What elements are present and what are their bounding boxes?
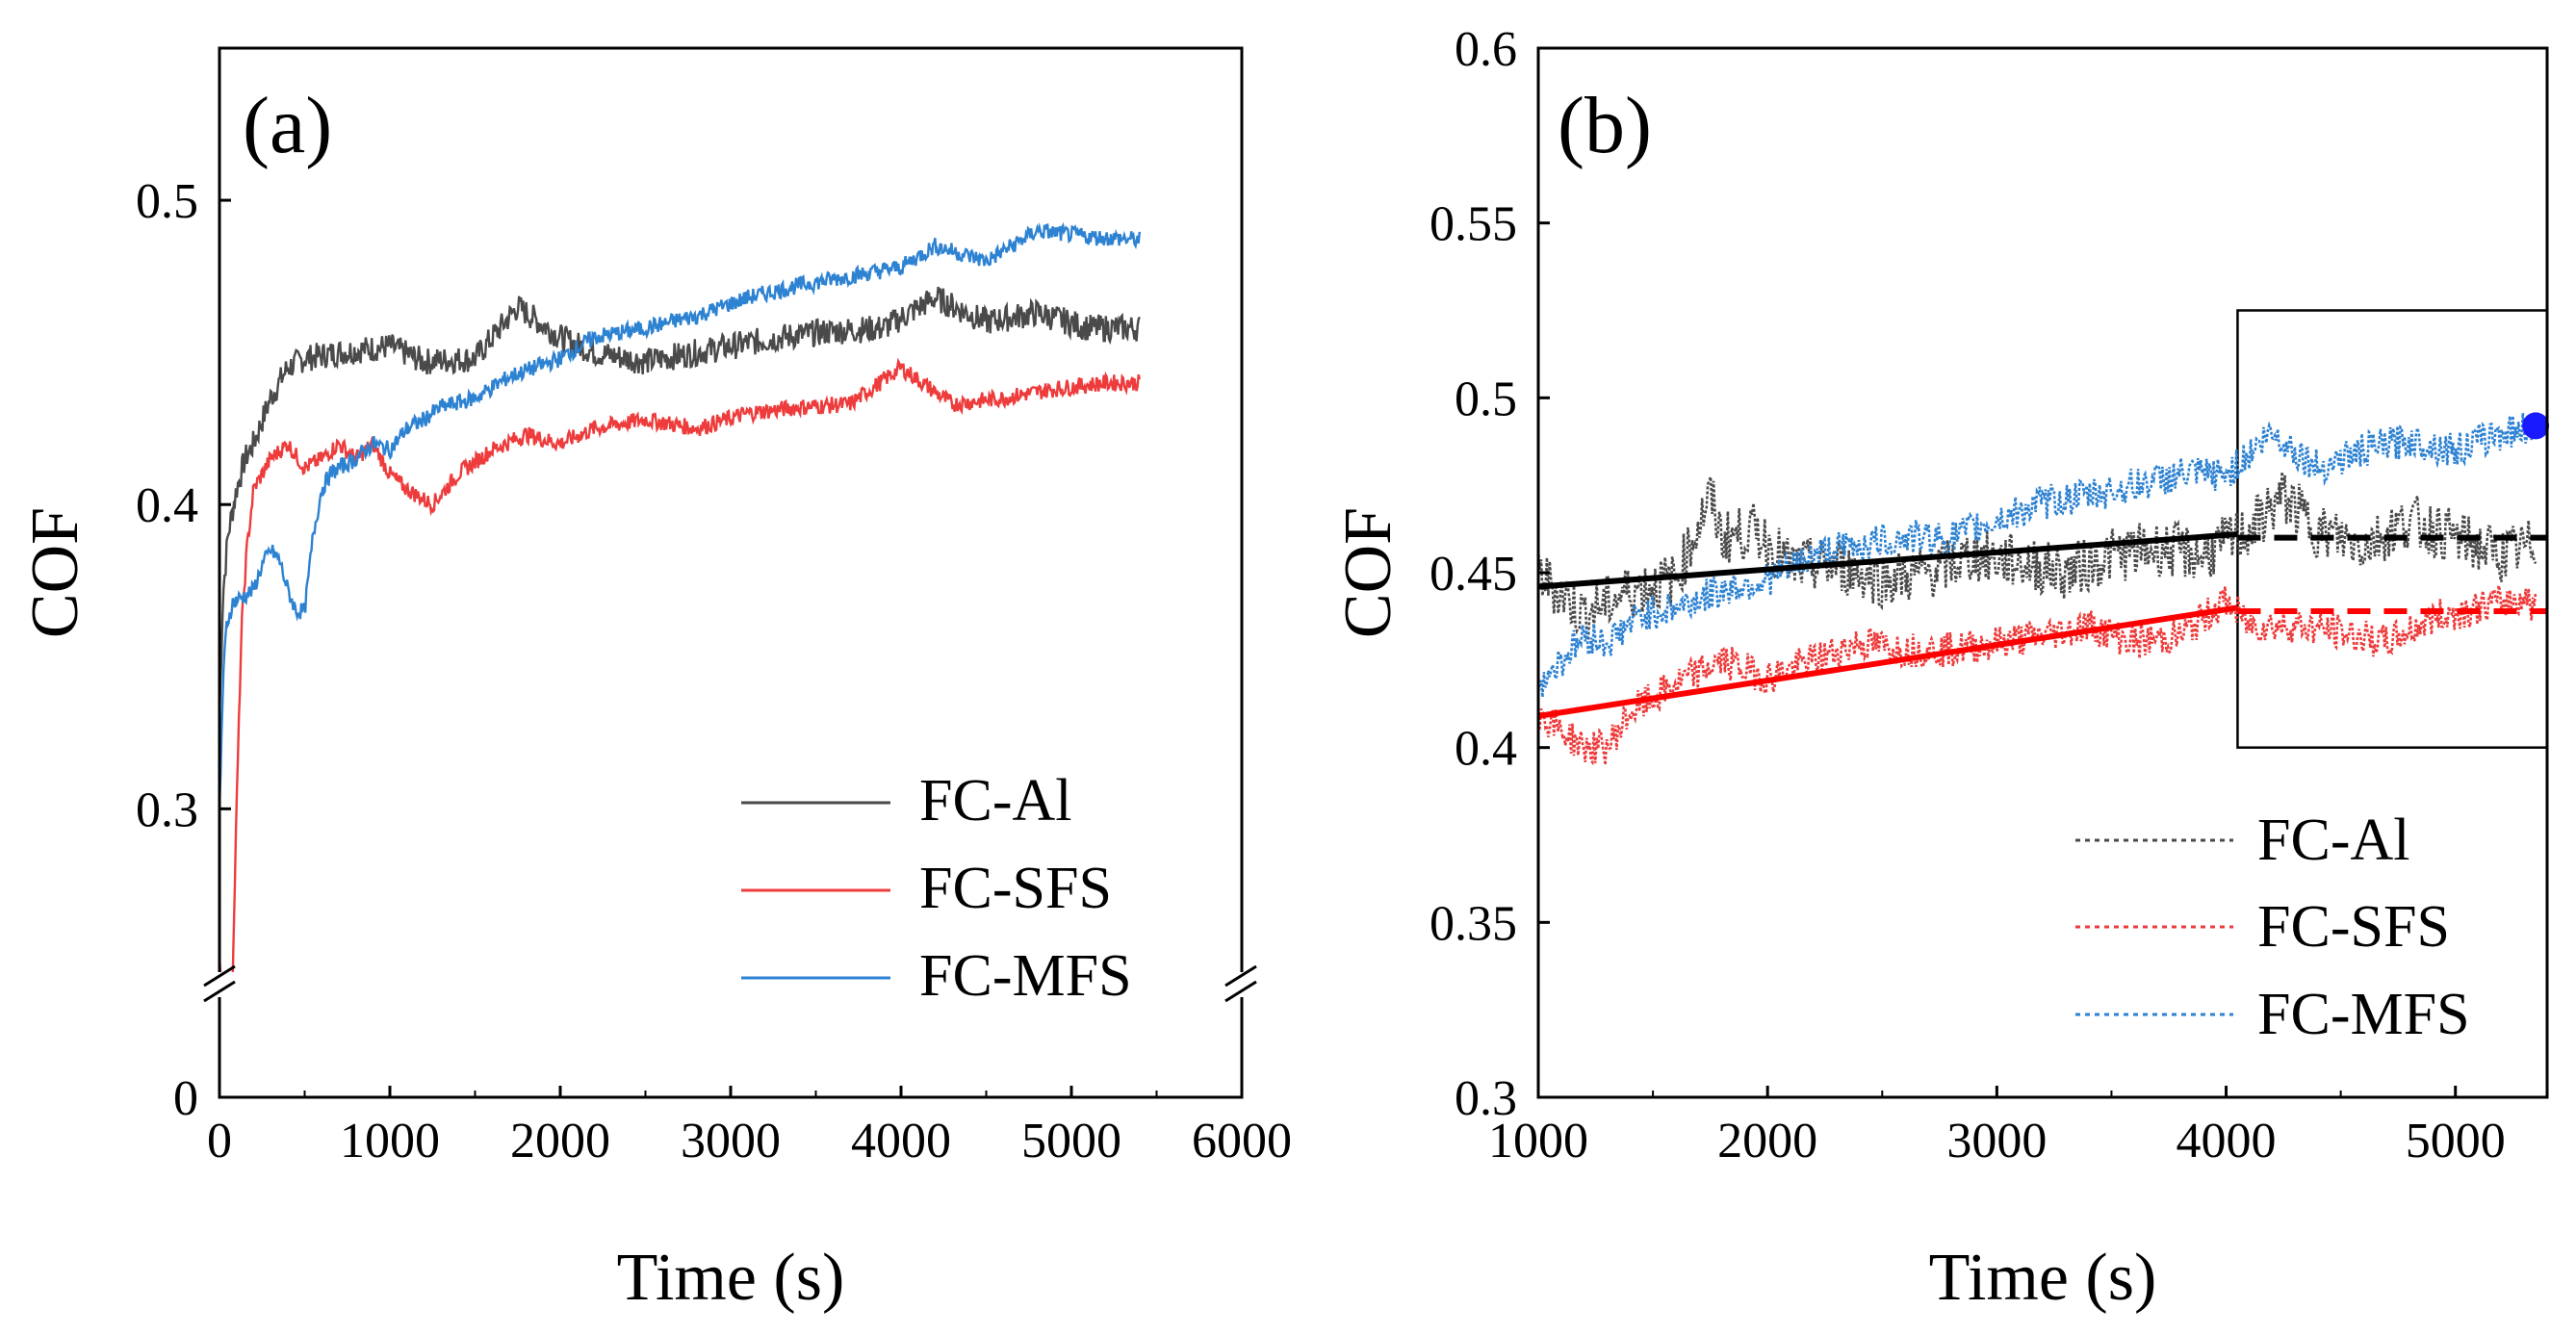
endpoint-marker: [2522, 412, 2550, 440]
y-tick-label: 0.3: [1455, 1071, 1517, 1126]
trend-line-fc-sfs: [1537, 604, 2238, 719]
x-tick-label: 1000: [340, 1114, 440, 1168]
highlight-box: [2236, 309, 2549, 749]
x-tick-label: 5000: [2406, 1114, 2506, 1168]
series-line-fc-sfs: [218, 357, 1141, 1097]
y-tick-label: 0.55: [1430, 197, 1517, 252]
x-axis-title-b: Time (s): [1929, 1241, 2157, 1315]
y-tick-label: 0.3: [136, 783, 198, 837]
legend-label-fc-al: FC-Al: [2257, 808, 2409, 873]
y-axis-ticks-b: 0.3 0.35 0.4 0.45 0.5 0.55 0.6: [1430, 22, 1550, 1126]
trend-line-fc-al: [1537, 531, 2238, 590]
y-tick-label: 0.5: [1455, 372, 1517, 426]
plot-area-b: [1536, 309, 2550, 766]
series-line-fc-mfs: [218, 221, 1141, 1097]
legend-b: FC-Al FC-SFS FC-MFS: [2075, 808, 2470, 1047]
x-tick-label: 4000: [2177, 1114, 2277, 1168]
series-line-fc-al: [218, 286, 1141, 1097]
legend-a: FC-Al FC-SFS FC-MFS: [741, 768, 1132, 1009]
series-line-fc-sfs: [1537, 585, 2537, 766]
x-tick-label: 3000: [681, 1114, 781, 1168]
panel-label-a: (a): [243, 81, 332, 170]
x-tick-label: 5000: [1021, 1114, 1121, 1168]
y-tick-label: 0.5: [136, 174, 198, 229]
x-tick-label: 4000: [851, 1114, 951, 1168]
y-tick-label: 0.4: [1455, 722, 1517, 777]
y-tick-label: 0.35: [1430, 896, 1517, 951]
y-tick-label: 0.4: [136, 478, 198, 533]
x-tick-label: 0: [207, 1114, 232, 1168]
axes-frame-a: [218, 46, 1244, 1099]
y-tick-label: 0.6: [1455, 22, 1517, 77]
legend-label-fc-al: FC-Al: [919, 768, 1071, 834]
y-tick-label: 0: [173, 1071, 198, 1126]
panel-a: 0 1000 2000 3000 4000 5000 6000 0 0.3 0.4 0.5 (a)…: [18, 46, 1292, 1315]
x-axis-title-a: Time (s): [617, 1241, 845, 1315]
axis-break-mark-right: [1224, 964, 1258, 1003]
x-tick-label: 2000: [1717, 1114, 1817, 1168]
legend-label-fc-mfs: FC-MFS: [2257, 982, 2470, 1047]
x-axis-ticks-b: 1000 2000 3000 4000 5000: [1488, 1086, 2506, 1168]
x-axis-ticks-a: 0 1000 2000 3000 4000 5000 6000: [207, 1086, 1292, 1168]
x-tick-label: 3000: [1946, 1114, 2047, 1168]
y-axis-title-b: COF: [1331, 507, 1405, 638]
axis-break-mark-left: [203, 964, 237, 1003]
series-line-fc-mfs: [1536, 411, 2537, 698]
legend-label-fc-sfs: FC-SFS: [919, 856, 1112, 921]
legend-label-fc-sfs: FC-SFS: [2257, 894, 2450, 960]
x-tick-label: 6000: [1192, 1114, 1292, 1168]
x-tick-label: 1000: [1488, 1114, 1588, 1168]
y-axis-title-a: COF: [18, 507, 92, 638]
panel-label-b: (b): [1558, 81, 1652, 170]
plot-area-a: [218, 221, 1141, 1097]
y-tick-label: 0.45: [1430, 547, 1517, 602]
panel-b: 1000 2000 3000 4000 5000 0.30.350.40.450.50.…: [1331, 22, 2550, 1315]
y-axis-ticks-a: 0 0.3 0.4 0.5: [136, 174, 231, 1126]
x-tick-label: 2000: [510, 1114, 610, 1168]
legend-label-fc-mfs: FC-MFS: [919, 943, 1132, 1009]
